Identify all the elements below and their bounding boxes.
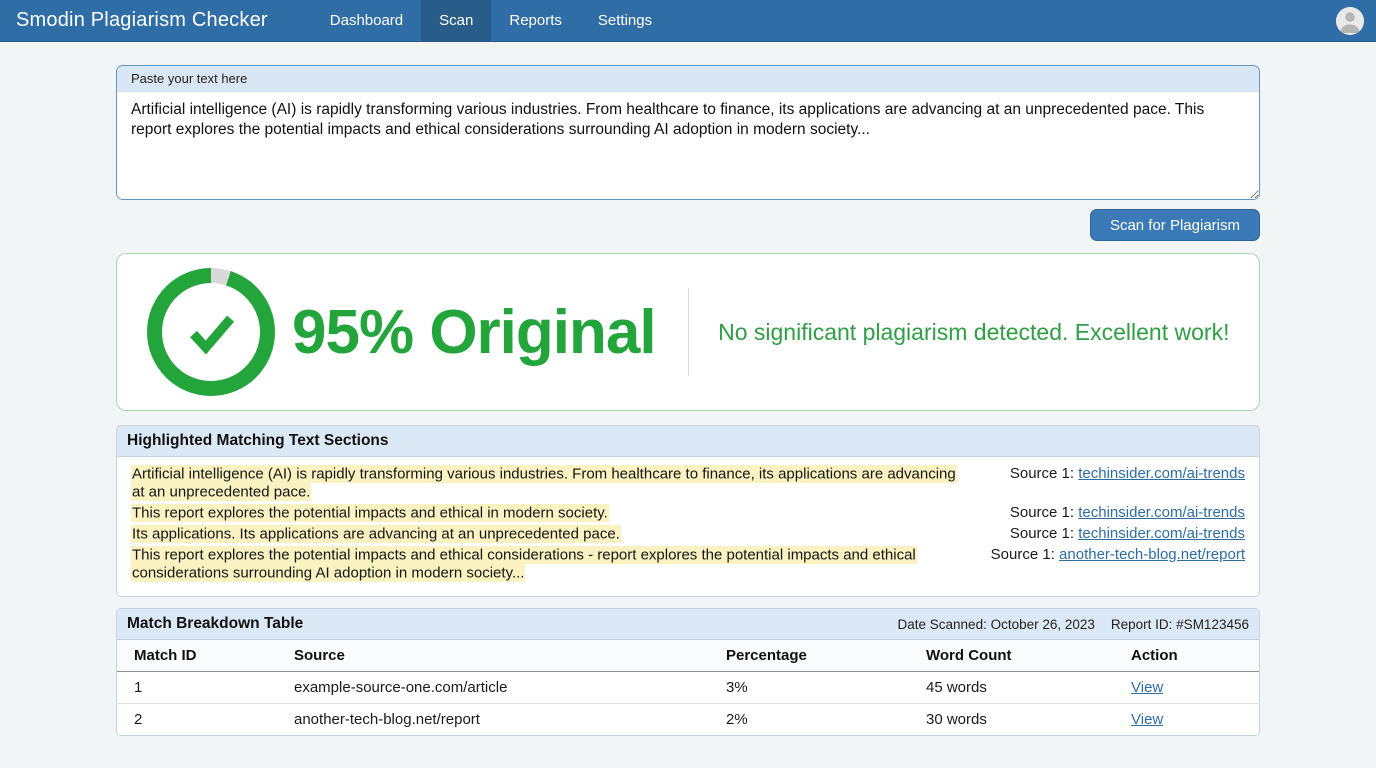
match-source: Source 1: techinsider.com/ai-trends: [994, 504, 1245, 522]
main-content: Paste your text here Artificial intellig…: [116, 65, 1260, 736]
source-link[interactable]: techinsider.com/ai-trends: [1078, 525, 1245, 542]
nav-item-settings[interactable]: Settings: [597, 12, 653, 29]
nav-item-dashboard[interactable]: Dashboard: [329, 12, 404, 29]
match-row: Artificial intelligence (AI) is rapidly …: [131, 464, 1245, 501]
match-row: Its applications. Its applications are a…: [131, 524, 1245, 543]
highlighted-span: This report explores the potential impac…: [131, 503, 609, 522]
checkmark-icon: [190, 315, 235, 355]
result-card: 95% Original No significant plagiarism d…: [116, 253, 1260, 411]
cell-source: example-source-one.com/article: [277, 671, 709, 704]
highlighted-sections-body: Artificial intelligence (AI) is rapidly …: [117, 457, 1259, 596]
match-source: Source 1: techinsider.com/ai-trends: [994, 525, 1245, 543]
breakdown-table: Match ID Source Percentage Word Count Ac…: [117, 640, 1259, 735]
nav-item-reports[interactable]: Reports: [509, 12, 562, 29]
highlighted-span: This report explores the potential impac…: [131, 545, 917, 582]
scan-button[interactable]: Scan for Plagiarism: [1089, 209, 1260, 241]
table-row: 1 example-source-one.com/article 3% 45 w…: [117, 671, 1259, 704]
text-input[interactable]: Artificial intelligence (AI) is rapidly …: [117, 92, 1259, 199]
scan-button-row: Scan for Plagiarism: [116, 209, 1260, 241]
report-id: Report ID: #SM123456: [1110, 616, 1249, 632]
cell-match-id: 1: [117, 671, 277, 704]
source-link[interactable]: techinsider.com/ai-trends: [1078, 465, 1245, 482]
cell-percentage: 3%: [709, 671, 909, 704]
col-header-percentage: Percentage: [709, 640, 909, 672]
table-header-row: Match ID Source Percentage Word Count Ac…: [117, 640, 1259, 672]
source-label: Source 1:: [1009, 504, 1075, 521]
highlighted-sections-title: Highlighted Matching Text Sections: [117, 426, 1259, 457]
nav-menu: Dashboard Scan Reports Settings: [312, 0, 670, 41]
cell-match-id: 2: [117, 703, 277, 735]
matched-text: Artificial intelligence (AI) is rapidly …: [131, 464, 966, 501]
matched-text: This report explores the potential impac…: [131, 503, 966, 522]
paste-text-card: Paste your text here Artificial intellig…: [116, 65, 1260, 200]
match-row: This report explores the potential impac…: [131, 503, 1245, 522]
cell-action: View: [1114, 671, 1259, 704]
source-link[interactable]: another-tech-blog.net/report: [1059, 546, 1245, 563]
score-ring-hole: [162, 283, 260, 381]
match-breakdown-panel: Match Breakdown Table Date Scanned: Octo…: [116, 608, 1260, 736]
match-source: Source 1: another-tech-blog.net/report: [975, 546, 1245, 564]
cell-word-count: 45 words: [909, 671, 1114, 704]
app-title: Smodin Plagiarism Checker: [16, 9, 268, 31]
highlighted-span: Its applications. Its applications are a…: [131, 524, 621, 543]
source-link[interactable]: techinsider.com/ai-trends: [1078, 504, 1245, 521]
col-header-source: Source: [277, 640, 709, 672]
nav-item-scan[interactable]: Scan: [421, 0, 492, 41]
top-navbar: Smodin Plagiarism Checker Dashboard Scan…: [0, 0, 1376, 42]
table-row: 2 another-tech-blog.net/report 2% 30 wor…: [117, 703, 1259, 735]
matched-text: Its applications. Its applications are a…: [131, 524, 966, 543]
date-scanned: Date Scanned: October 26, 2023: [897, 616, 1095, 632]
highlighted-sections-panel: Highlighted Matching Text Sections Artif…: [116, 425, 1260, 597]
paste-text-label: Paste your text here: [117, 66, 1259, 92]
cell-source: another-tech-blog.net/report: [277, 703, 709, 735]
score-ring: [147, 268, 275, 396]
source-label: Source 1:: [990, 546, 1055, 563]
col-header-action: Action: [1114, 640, 1259, 672]
highlighted-span: Artificial intelligence (AI) is rapidly …: [131, 464, 957, 501]
cell-action: View: [1114, 703, 1259, 735]
view-link[interactable]: View: [1131, 711, 1164, 728]
breakdown-meta: Date Scanned: October 26, 2023 Report ID…: [898, 617, 1249, 632]
vertical-divider: [687, 288, 689, 376]
source-label: Source 1:: [1009, 465, 1075, 482]
cell-word-count: 30 words: [909, 703, 1114, 735]
view-link[interactable]: View: [1131, 679, 1164, 696]
match-source: Source 1: techinsider.com/ai-trends: [994, 465, 1245, 483]
source-label: Source 1:: [1009, 525, 1075, 542]
originality-score: 95% Original: [292, 297, 657, 367]
col-header-match-id: Match ID: [117, 640, 277, 672]
user-avatar-icon[interactable]: [1336, 6, 1364, 35]
match-row: This report explores the potential impac…: [131, 545, 1245, 582]
breakdown-title: Match Breakdown Table: [127, 615, 304, 632]
result-message: No significant plagiarism detected. Exce…: [718, 318, 1230, 345]
breakdown-header: Match Breakdown Table Date Scanned: Octo…: [117, 609, 1259, 640]
matched-text: This report explores the potential impac…: [131, 545, 966, 582]
cell-percentage: 2%: [709, 703, 909, 735]
col-header-word-count: Word Count: [909, 640, 1114, 672]
